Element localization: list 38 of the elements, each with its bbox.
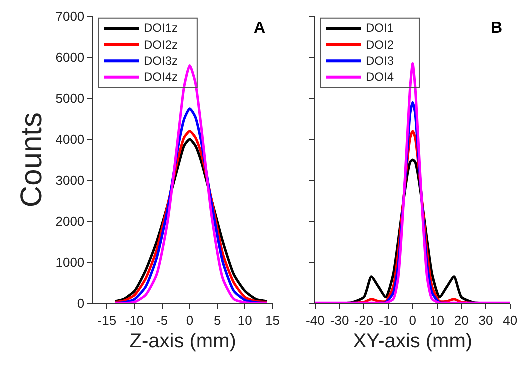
legend-label: DOI2	[366, 38, 394, 52]
x-axis-title: Z-axis (mm)	[130, 330, 236, 353]
x-tick-label: 5	[214, 313, 222, 328]
x-tick-label: 10	[430, 313, 445, 328]
x-tick-label: -10	[125, 313, 144, 328]
x-tick-label: -5	[156, 313, 168, 328]
legend-label: DOI4	[366, 70, 394, 84]
x-tick-label: -15	[98, 313, 117, 328]
chart-title: A	[254, 20, 266, 37]
x-axis-title: XY-axis (mm)	[353, 330, 473, 353]
x-tick-label: 30	[478, 313, 494, 328]
x-tick-label: 0	[186, 313, 194, 328]
y-tick-label: 0	[77, 296, 85, 312]
y-tick-label: 6000	[56, 50, 85, 66]
chart-title: B	[491, 20, 503, 37]
x-tick-label: -30	[330, 313, 350, 328]
y-tick-label: 5000	[56, 91, 85, 106]
y-axis-title: Counts	[16, 112, 49, 208]
y-tick-label: 3000	[56, 173, 85, 188]
x-tick-label: 10	[238, 313, 252, 328]
legend-label: DOI1z	[144, 21, 178, 35]
x-tick-label: 15	[266, 313, 280, 328]
x-tick-label: 0	[409, 313, 417, 328]
x-tick-label: -10	[379, 313, 398, 328]
x-tick-label: -20	[354, 313, 374, 328]
y-tick-label: 7000	[56, 9, 85, 24]
line-series	[114, 64, 268, 304]
x-tick-label: 40	[503, 313, 518, 328]
legend-label: DOI3z	[144, 54, 178, 68]
legend-label: DOI2z	[144, 38, 178, 52]
y-tick-label: 2000	[56, 214, 85, 230]
y-tick-label: 4000	[56, 132, 85, 148]
x-tick-label: -40	[306, 313, 325, 328]
legend-label: DOI1	[366, 21, 394, 35]
legend-label: DOI4z	[144, 70, 178, 84]
legend-label: DOI3	[366, 54, 394, 68]
y-tick-label: 1000	[56, 255, 85, 270]
x-tick-label: 20	[454, 313, 469, 328]
